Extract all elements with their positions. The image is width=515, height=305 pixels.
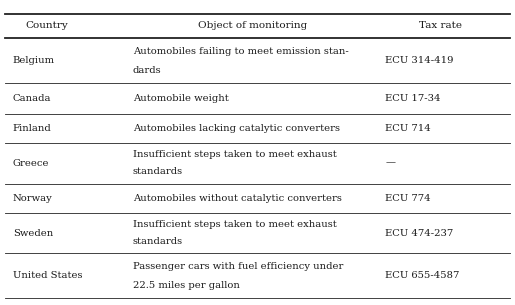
Text: Automobiles without catalytic converters: Automobiles without catalytic converters: [133, 194, 342, 203]
Text: Insufficient steps taken to meet exhaust: Insufficient steps taken to meet exhaust: [133, 220, 337, 229]
Text: Norway: Norway: [13, 194, 53, 203]
Text: 22.5 miles per gallon: 22.5 miles per gallon: [133, 281, 240, 290]
Text: Finland: Finland: [13, 124, 52, 133]
Text: Automobiles failing to meet emission stan-: Automobiles failing to meet emission sta…: [133, 47, 349, 56]
Text: Belgium: Belgium: [13, 56, 55, 65]
Text: dards: dards: [133, 66, 162, 74]
Text: Insufficient steps taken to meet exhaust: Insufficient steps taken to meet exhaust: [133, 150, 337, 159]
Text: Sweden: Sweden: [13, 228, 53, 238]
Text: ECU 774: ECU 774: [385, 194, 431, 203]
Text: ECU 655-4587: ECU 655-4587: [385, 271, 459, 280]
Text: Canada: Canada: [13, 94, 52, 103]
Text: standards: standards: [133, 237, 183, 246]
Text: Object of monitoring: Object of monitoring: [198, 21, 307, 30]
Text: Passenger cars with fuel efficiency under: Passenger cars with fuel efficiency unde…: [133, 262, 343, 271]
Text: Country: Country: [25, 21, 68, 30]
Text: Automobile weight: Automobile weight: [133, 94, 229, 103]
Text: United States: United States: [13, 271, 82, 280]
Text: Tax rate: Tax rate: [419, 21, 462, 30]
Text: ECU 474-237: ECU 474-237: [385, 228, 454, 238]
Text: ECU 17-34: ECU 17-34: [385, 94, 441, 103]
Text: Greece: Greece: [13, 159, 49, 168]
Text: ECU 714: ECU 714: [385, 124, 431, 133]
Text: ECU 314-419: ECU 314-419: [385, 56, 454, 65]
Text: standards: standards: [133, 167, 183, 176]
Text: Automobiles lacking catalytic converters: Automobiles lacking catalytic converters: [133, 124, 340, 133]
Text: —: —: [385, 159, 395, 168]
